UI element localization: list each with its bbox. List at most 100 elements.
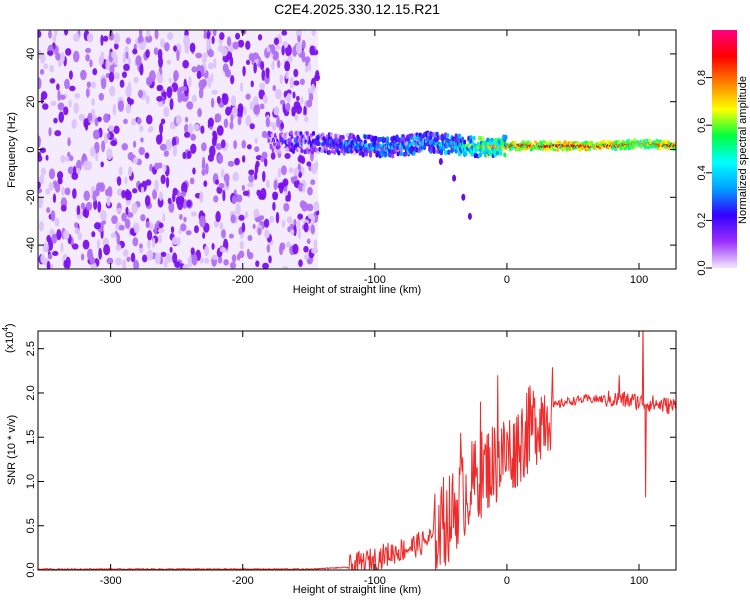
snr-background [38, 331, 676, 570]
signal-cell [454, 133, 458, 139]
noise-blob [159, 143, 167, 151]
noise-blob [283, 202, 290, 212]
noise-blob [247, 182, 254, 188]
noise-blob [146, 249, 154, 261]
signal-cell [399, 151, 403, 157]
noise-blob [42, 242, 49, 253]
noise-blob [220, 139, 226, 149]
signal-cell [289, 130, 293, 136]
noise-blob [166, 86, 173, 99]
noise-blob [90, 146, 96, 158]
noise-blob [168, 77, 172, 83]
noise-blob [60, 155, 66, 164]
noise-blob [280, 122, 285, 130]
colorbar-ticks: 0.0 0.2 0.4 0.6 0.8 [696, 70, 712, 276]
noise-blob [160, 251, 167, 257]
noise-blob [147, 230, 153, 241]
noise-blob [235, 32, 241, 40]
noise-blob [243, 106, 247, 116]
noise-blob [123, 63, 130, 72]
noise-blob [98, 55, 104, 66]
signal-cell [310, 149, 315, 155]
noise-blob [315, 69, 320, 80]
noise-blob [165, 139, 173, 151]
snr-x-label: Height of straight line (km) [293, 584, 421, 596]
noise-blob [215, 211, 221, 223]
noise-blob [153, 47, 159, 55]
noise-blob [125, 37, 132, 45]
noise-blob [230, 214, 236, 224]
noise-blob [221, 46, 228, 57]
noise-blob [136, 117, 142, 125]
colorbar-tick-label: 0.6 [696, 118, 708, 133]
signal-cell [584, 140, 588, 144]
noise-blob [121, 189, 126, 199]
noise-blob [228, 233, 234, 239]
noise-blob [171, 136, 177, 148]
noise-blob [297, 35, 301, 43]
x-tick-label: 0 [504, 274, 510, 286]
noise-blob [160, 118, 166, 125]
noise-blob [53, 117, 58, 124]
noise-blob [245, 93, 251, 100]
noise-blob [219, 32, 225, 41]
x-tick-label: -100 [364, 274, 386, 286]
noise-blob [212, 132, 218, 142]
noise-blob [49, 78, 56, 84]
noise-blob [303, 105, 307, 115]
signal-cell [412, 150, 416, 156]
noise-blob [96, 239, 101, 250]
noise-blob [160, 174, 166, 185]
noise-blob [292, 46, 298, 57]
noise-blob [159, 122, 164, 135]
noise-blob [241, 184, 246, 192]
noise-blob [115, 72, 120, 80]
signal-cell [447, 149, 451, 155]
noise-blob [167, 255, 173, 264]
signal-cell [334, 133, 338, 139]
noise-blob [275, 211, 280, 224]
noise-blob [281, 30, 288, 36]
x-tick-label: -300 [100, 274, 122, 286]
noise-blob [216, 96, 221, 104]
noise-blob [112, 103, 117, 116]
noise-blob [303, 245, 309, 253]
noise-blob [295, 30, 302, 38]
noise-blob [74, 226, 80, 235]
noise-blob [186, 150, 192, 159]
noise-blob [106, 133, 111, 139]
noise-blob [38, 187, 43, 194]
noise-blob [269, 121, 274, 127]
noise-blob [306, 161, 312, 167]
noise-blob [230, 114, 234, 123]
x-tick-label: 100 [630, 274, 648, 286]
noise-blob [199, 191, 204, 203]
noise-blob [241, 155, 246, 163]
noise-blob [274, 45, 281, 51]
noise-blob [292, 243, 299, 255]
signal-cell [558, 140, 562, 144]
signal-cell [673, 141, 676, 145]
snr-x-axis: -300 -200 -100 0 100 [100, 331, 648, 587]
noise-blob [279, 183, 284, 194]
noise-blob [233, 140, 238, 150]
signal-cell [504, 134, 508, 140]
noise-blob [204, 257, 210, 264]
y-tick-label: 1.0 [25, 474, 37, 489]
noise-blob [67, 166, 74, 175]
noise-blob [87, 249, 92, 261]
noise-blob [100, 77, 107, 90]
noise-blob [146, 76, 153, 86]
noise-blob [113, 32, 120, 45]
noise-blob [304, 116, 309, 123]
noise-blob [190, 247, 195, 255]
noise-blob [110, 139, 118, 147]
signal-cell [610, 146, 615, 150]
noise-blob [72, 188, 77, 199]
noise-blob [133, 259, 140, 269]
noise-blob [279, 99, 286, 105]
signal-cell [546, 147, 550, 152]
noise-blob [176, 198, 184, 211]
